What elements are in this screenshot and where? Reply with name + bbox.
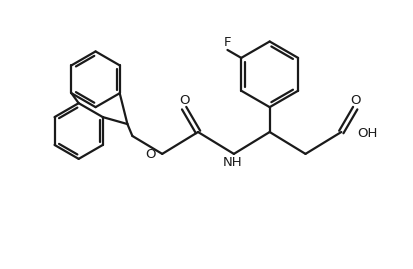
Text: OH: OH xyxy=(356,126,377,140)
Text: O: O xyxy=(145,148,155,161)
Text: O: O xyxy=(178,94,189,107)
Text: O: O xyxy=(349,94,360,107)
Text: NH: NH xyxy=(223,156,242,169)
Text: F: F xyxy=(223,37,230,49)
